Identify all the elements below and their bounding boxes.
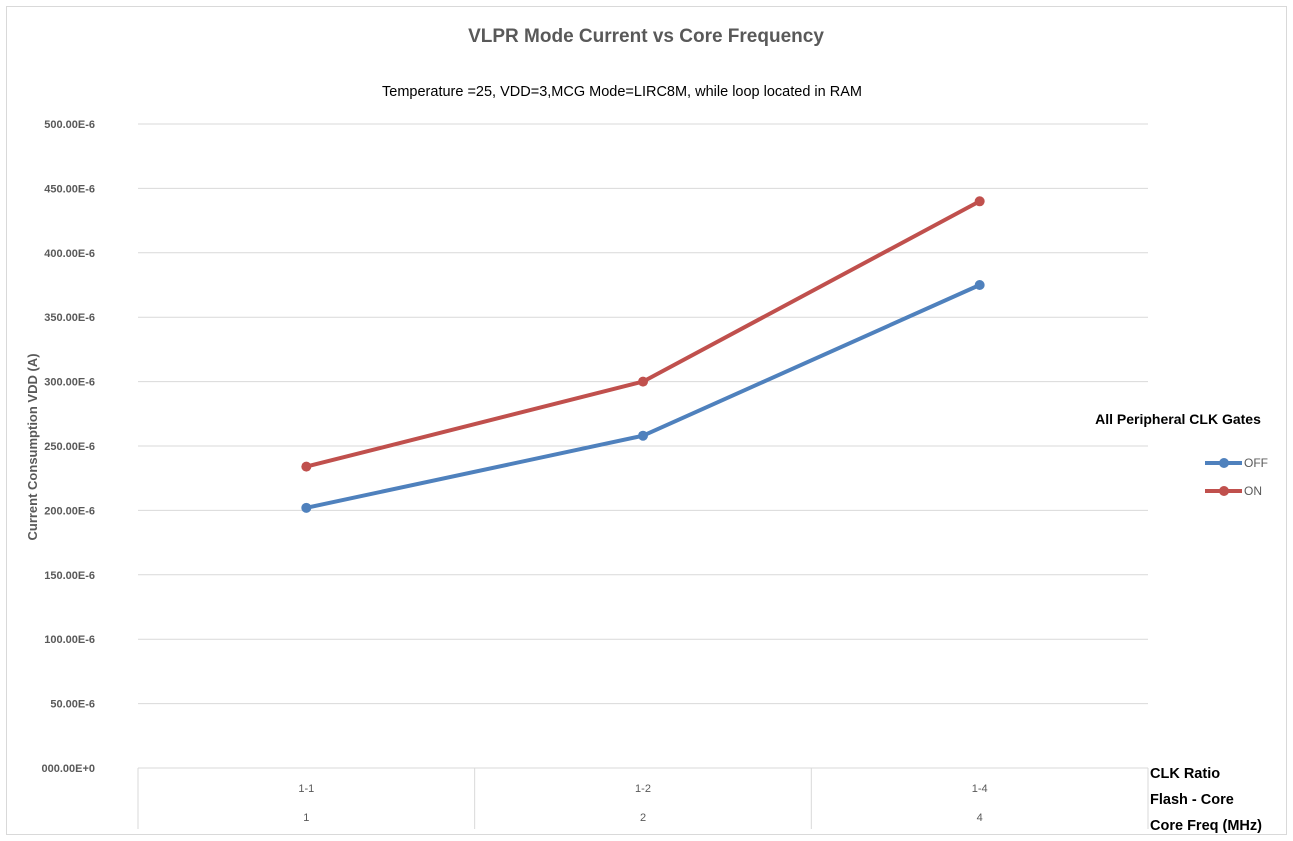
x-axis-level-label: Core Freq (MHz)	[1150, 818, 1262, 834]
x-tick-label: 1-1	[298, 783, 314, 795]
data-point-off	[974, 280, 985, 290]
series-line-on	[304, 199, 982, 469]
x-tick-label-level2: 1	[303, 812, 309, 824]
y-tick-label: 200.00E-6	[44, 505, 95, 517]
legend-marker-on	[1219, 486, 1229, 496]
data-point-off	[301, 502, 312, 513]
legend-title: All Peripheral CLK Gates	[1095, 411, 1261, 427]
y-tick-label: 350.00E-6	[44, 312, 95, 324]
legend: OFF ON	[1205, 456, 1268, 498]
x-tick-label-level2: 4	[977, 812, 983, 824]
y-tick-label: 100.00E-6	[44, 634, 95, 646]
y-tick-label: 450.00E-6	[44, 183, 95, 195]
legend-marker-off	[1219, 458, 1229, 468]
y-tick-label: 150.00E-6	[44, 570, 95, 582]
x-axis-level-label: CLK Ratio	[1150, 766, 1220, 782]
y-tick-label: 250.00E-6	[44, 441, 95, 453]
y-tick-label: 000.00E+0	[41, 763, 95, 775]
x-axis: 1-1 1 1-2 2 1-4 4	[137, 767, 1149, 829]
chart-title: VLPR Mode Current vs Core Frequency	[468, 26, 824, 47]
y-tick-label: 300.00E-6	[44, 377, 95, 389]
x-tick-label: 1-4	[972, 783, 988, 795]
y-tick-labels: 000.00E+0 50.00E-6 100.00E-6 150.00E-6 200.0…	[41, 119, 95, 775]
y-tick-label: 500.00E-6	[44, 119, 95, 131]
x-axis-level-labels: CLK Ratio Flash - Core Core Freq (MHz)	[1150, 766, 1262, 834]
data-point-on	[301, 461, 312, 472]
legend-label-off: OFF	[1244, 456, 1268, 470]
y-tick-label: 400.00E-6	[44, 248, 95, 260]
x-axis-level-label: Flash - Core	[1150, 792, 1234, 808]
chart-frame	[6, 6, 1287, 835]
data-point-off	[638, 430, 648, 441]
series-line-off	[304, 283, 982, 510]
chart-subtitle: Temperature =25, VDD=3,MCG Mode=LIRC8M, …	[382, 84, 862, 100]
data-point-on	[974, 196, 985, 207]
data-point-on	[638, 376, 648, 387]
y-axis-label: Current Consumption VDD (A)	[25, 353, 40, 540]
legend-label-on: ON	[1244, 484, 1262, 498]
x-tick-label: 1-2	[635, 783, 651, 795]
series-lines	[301, 196, 985, 513]
y-tick-label: 50.00E-6	[50, 699, 95, 711]
gridlines	[138, 123, 1148, 769]
x-tick-label-level2: 2	[640, 812, 646, 824]
